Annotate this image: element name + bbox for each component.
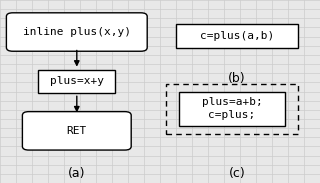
Bar [166,84,298,134]
FancyBboxPatch shape [179,92,285,126]
Text: plus=a+b;
c=plus;: plus=a+b; c=plus; [202,97,262,120]
Text: (c): (c) [228,167,245,180]
FancyBboxPatch shape [38,70,115,93]
Text: plus=x+y: plus=x+y [50,76,104,86]
FancyBboxPatch shape [6,13,147,51]
Text: c=plus(a,b): c=plus(a,b) [200,31,274,41]
Text: inline plus(x,y): inline plus(x,y) [23,27,131,37]
Text: (a): (a) [68,167,85,180]
Text: RET: RET [67,126,87,136]
Text: (b): (b) [228,72,246,85]
FancyBboxPatch shape [176,24,298,48]
FancyBboxPatch shape [22,112,131,150]
